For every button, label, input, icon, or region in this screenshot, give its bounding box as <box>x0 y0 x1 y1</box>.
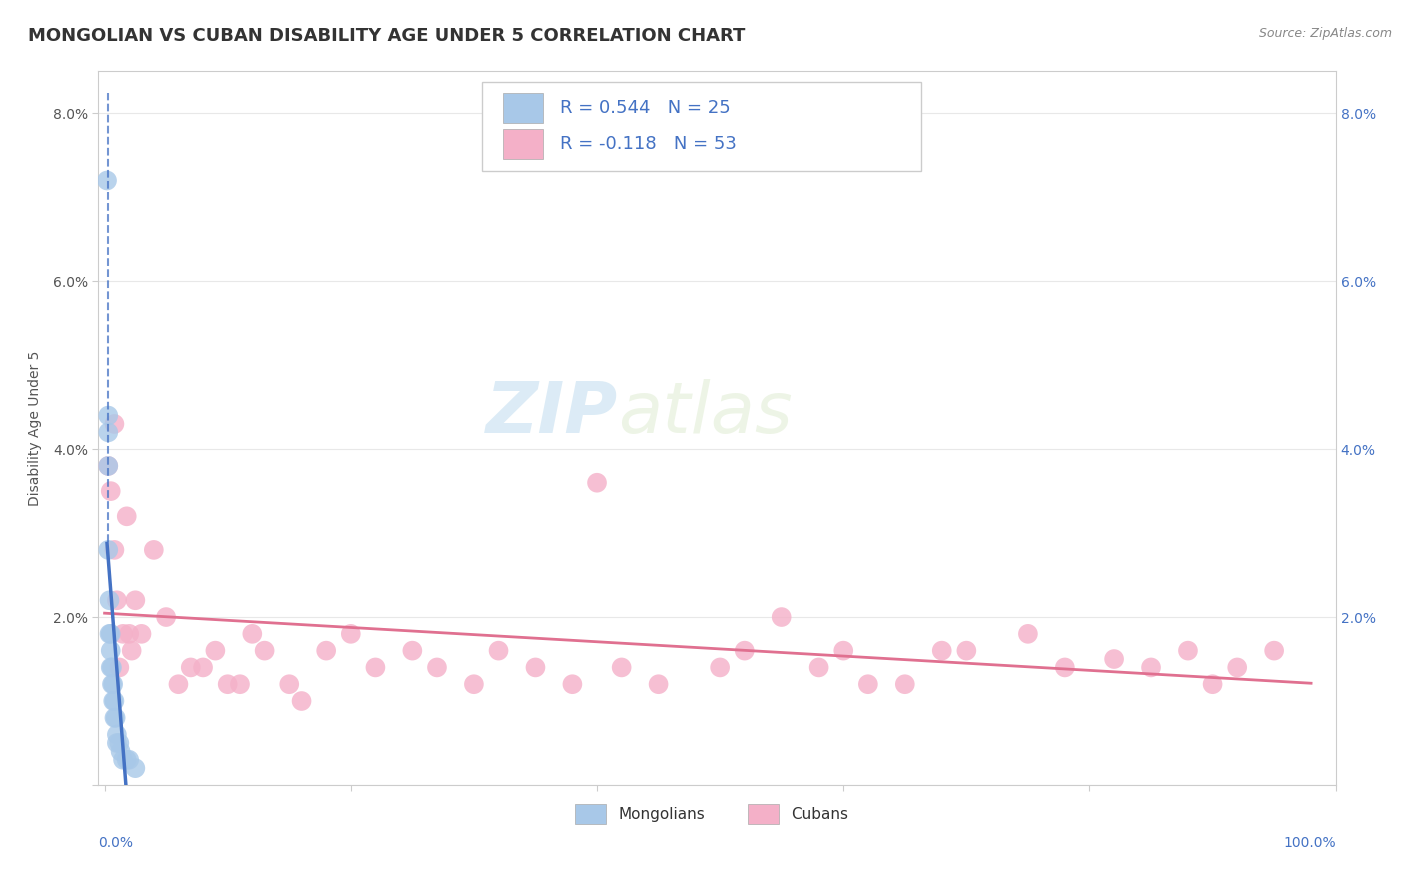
Point <box>103 694 125 708</box>
Y-axis label: Disability Age Under 5: Disability Age Under 5 <box>28 351 42 506</box>
Point <box>561 677 583 691</box>
Point <box>204 643 226 657</box>
Point <box>1226 660 1249 674</box>
Point <box>240 627 263 641</box>
Point <box>118 753 141 767</box>
Point <box>100 627 122 641</box>
FancyBboxPatch shape <box>503 94 543 123</box>
Point <box>112 627 135 641</box>
Point <box>856 677 879 691</box>
Point <box>100 660 122 674</box>
Text: MONGOLIAN VS CUBAN DISABILITY AGE UNDER 5 CORRELATION CHART: MONGOLIAN VS CUBAN DISABILITY AGE UNDER … <box>28 27 745 45</box>
Point <box>463 677 485 691</box>
Point <box>101 677 124 691</box>
Point <box>98 627 121 641</box>
Text: R = -0.118   N = 53: R = -0.118 N = 53 <box>560 136 737 153</box>
Point <box>96 173 118 187</box>
Point <box>770 610 793 624</box>
Point <box>364 660 387 674</box>
Point <box>807 660 830 674</box>
Point <box>124 761 146 775</box>
Text: Cubans: Cubans <box>792 806 848 822</box>
Point <box>97 425 120 440</box>
Text: 0.0%: 0.0% <box>98 837 134 850</box>
FancyBboxPatch shape <box>748 805 779 824</box>
Text: 100.0%: 100.0% <box>1284 837 1336 850</box>
Text: R = 0.544   N = 25: R = 0.544 N = 25 <box>560 100 731 118</box>
Point <box>1102 652 1125 666</box>
Point <box>709 660 731 674</box>
Point <box>103 542 125 557</box>
Point <box>167 677 190 691</box>
Point <box>734 643 756 657</box>
Point <box>118 627 141 641</box>
Point <box>180 660 202 674</box>
Point <box>105 736 128 750</box>
Point <box>1053 660 1076 674</box>
Point <box>108 736 131 750</box>
Point <box>586 475 609 490</box>
Point <box>142 542 165 557</box>
Point <box>1017 627 1039 641</box>
Point <box>931 643 953 657</box>
Point <box>110 744 132 758</box>
Point <box>131 627 153 641</box>
Point <box>115 753 138 767</box>
Point <box>401 643 423 657</box>
Text: Mongolians: Mongolians <box>619 806 704 822</box>
Point <box>97 409 120 423</box>
Text: ZIP: ZIP <box>486 379 619 449</box>
Point <box>104 711 127 725</box>
Point <box>1201 677 1223 691</box>
Point <box>488 643 510 657</box>
Point <box>647 677 669 691</box>
Text: atlas: atlas <box>619 379 793 449</box>
Point <box>103 677 125 691</box>
FancyBboxPatch shape <box>482 82 921 171</box>
Point <box>1177 643 1199 657</box>
Point <box>832 643 855 657</box>
Point <box>103 694 125 708</box>
Point <box>100 643 122 657</box>
FancyBboxPatch shape <box>503 129 543 159</box>
Point <box>155 610 177 624</box>
Point <box>524 660 547 674</box>
Point <box>103 711 125 725</box>
Point <box>105 593 128 607</box>
Point <box>1140 660 1163 674</box>
Point <box>426 660 449 674</box>
Point <box>1263 643 1285 657</box>
Point <box>315 643 337 657</box>
Point <box>229 677 252 691</box>
Point <box>97 458 120 473</box>
Point <box>253 643 276 657</box>
Point <box>955 643 977 657</box>
Text: Source: ZipAtlas.com: Source: ZipAtlas.com <box>1258 27 1392 40</box>
Point <box>124 593 146 607</box>
Point <box>340 627 363 641</box>
Point <box>103 417 125 431</box>
Point <box>112 753 135 767</box>
Point <box>610 660 633 674</box>
Point <box>115 509 138 524</box>
Point <box>290 694 312 708</box>
Point <box>278 677 301 691</box>
Point <box>97 542 120 557</box>
Point <box>191 660 214 674</box>
FancyBboxPatch shape <box>575 805 606 824</box>
Point <box>108 660 131 674</box>
Point <box>121 643 143 657</box>
Point <box>98 593 121 607</box>
Point <box>105 728 128 742</box>
Point <box>101 660 124 674</box>
Point <box>100 484 122 499</box>
Point <box>894 677 917 691</box>
Point <box>217 677 239 691</box>
Point <box>97 458 120 473</box>
